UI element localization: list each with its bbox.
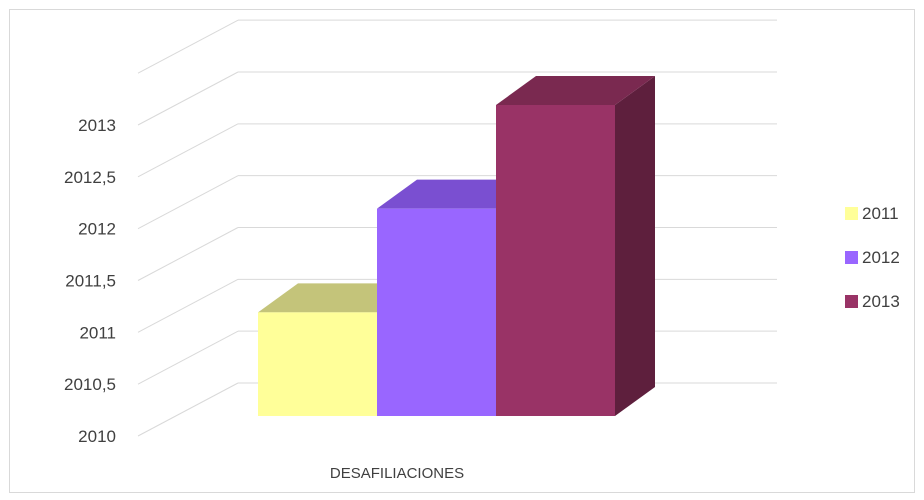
bar-side [615,76,655,416]
x-category-label: DESAFILIACIONES [330,465,464,482]
bars [258,76,655,416]
y-tick-label: 2010,5 [64,375,116,394]
legend: 2011 2012 2013 [845,204,900,311]
bar-front [496,105,615,416]
y-tick-label: 2012,5 [64,168,116,187]
gridline-depth [137,330,239,385]
gridline-depth [137,123,239,178]
gridline-depth [137,278,239,333]
legend-swatch [845,207,858,220]
legend-swatch [845,295,858,308]
y-tick-label: 2011 [79,323,116,342]
bar-2013 [496,76,655,416]
legend-label: 2013 [862,292,900,311]
legend-label: 2012 [862,248,900,267]
legend-item-2011: 2011 [845,204,899,223]
legend-item-2012: 2012 [845,248,900,267]
bar-front [258,312,377,416]
y-tick-label: 2011,5 [65,272,116,291]
gridline-depth [137,71,239,126]
bar-front [377,208,496,416]
legend-swatch [845,251,858,264]
gridline-depth [137,19,239,74]
gridline-depth [137,382,239,437]
legend-item-2013: 2013 [845,292,900,311]
y-tick-label: 2010 [78,427,116,446]
x-axis: DESAFILIACIONES [330,465,464,482]
bar-top [496,76,655,105]
gridline-depth [137,227,239,281]
gridline-depth [137,175,239,230]
y-tick-label: 2012 [78,220,116,239]
legend-label: 2011 [862,204,899,223]
y-axis: 2010 2010,5 2011 2011,5 2012 2012,5 2013 [64,116,116,446]
y-tick-label: 2013 [78,116,116,135]
